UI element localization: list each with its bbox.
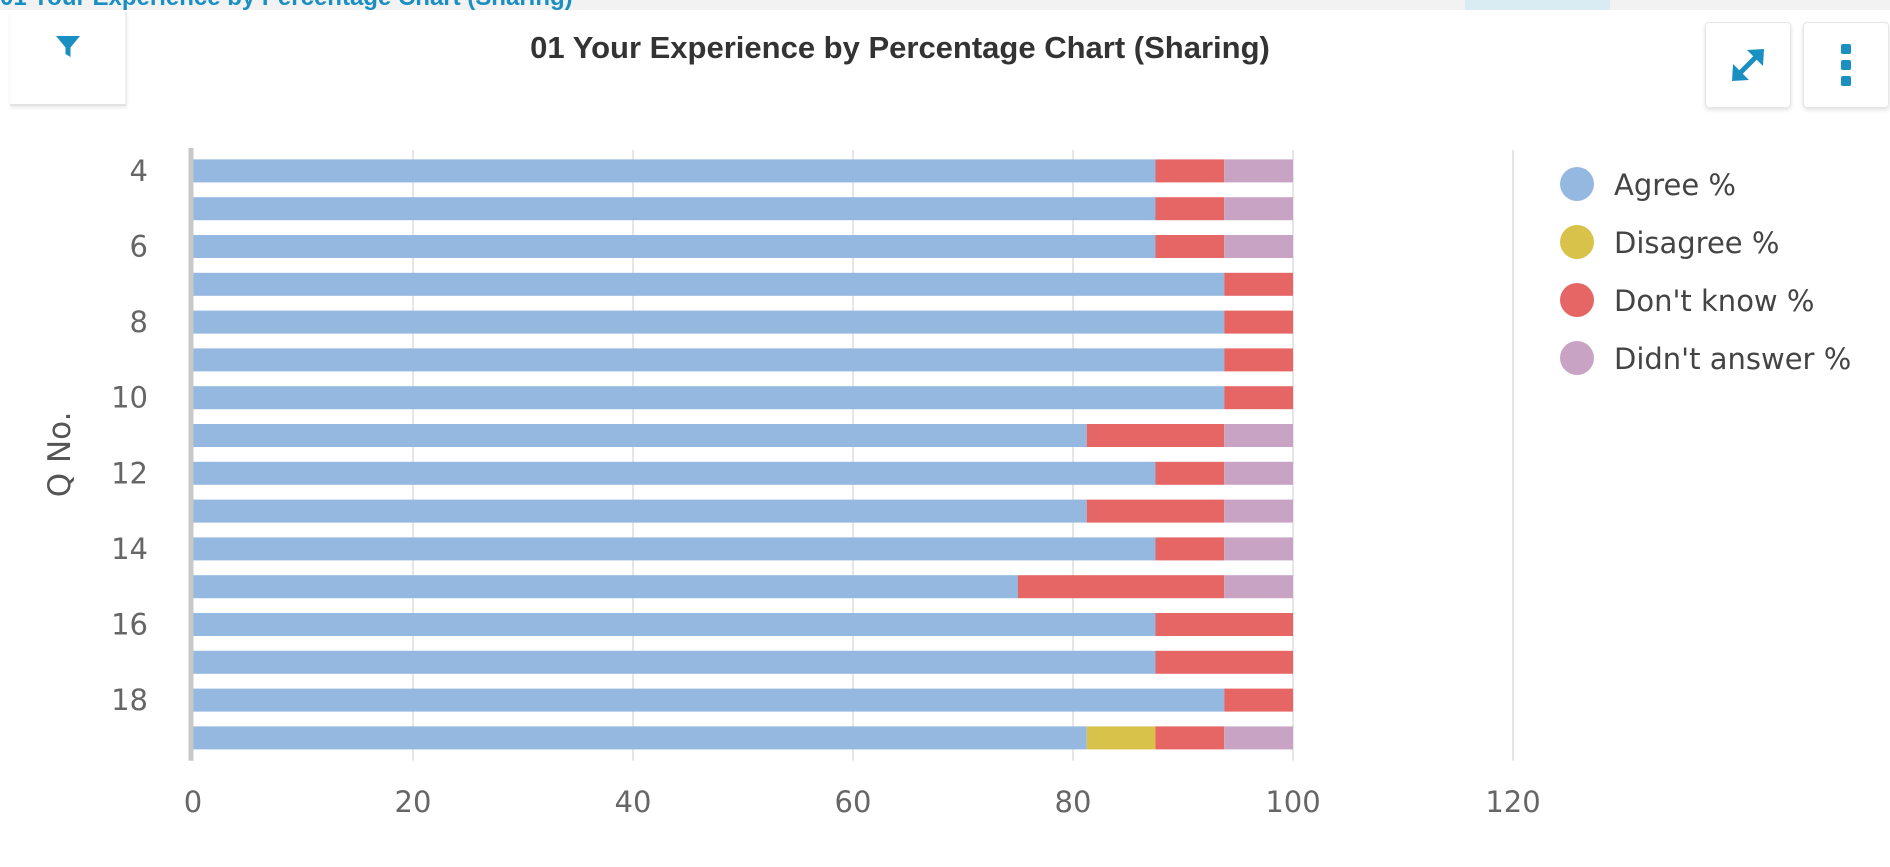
x-tick-label: 40 (615, 785, 652, 819)
bar-segment[interactable] (1086, 726, 1156, 750)
bar-segment[interactable] (1224, 537, 1293, 561)
bar-segment[interactable] (193, 197, 1156, 221)
bar-segment[interactable] (1155, 197, 1225, 221)
bar-segment[interactable] (193, 726, 1087, 750)
y-tick-label: 14 (111, 532, 148, 566)
y-tick-label: 18 (111, 683, 148, 717)
bar-segment[interactable] (1224, 688, 1293, 712)
bar-segment[interactable] (1086, 499, 1225, 523)
bar-segment[interactable] (193, 272, 1225, 296)
bar-segment[interactable] (193, 499, 1087, 523)
x-tick-label: 0 (184, 785, 202, 819)
bar-segment[interactable] (193, 613, 1156, 636)
bar-segment[interactable] (193, 650, 1156, 674)
y-tick-label: 16 (111, 608, 148, 642)
breadcrumb[interactable]: 01 Your Experience by Percentage Chart (… (0, 0, 573, 12)
bar-segment[interactable] (1018, 575, 1225, 599)
bar-segment[interactable] (1155, 650, 1294, 674)
legend: Agree % Disagree % Don't know % Didn't answ… (1560, 167, 1851, 376)
menu-button[interactable] (1803, 22, 1889, 108)
y-tick-label: 8 (130, 305, 148, 339)
bar-segment[interactable] (1224, 159, 1293, 183)
bar-segment[interactable] (1224, 461, 1293, 485)
bar-segment[interactable] (193, 575, 1018, 599)
x-tick-label: 100 (1265, 785, 1320, 819)
expand-button[interactable] (1705, 22, 1791, 108)
legend-marker[interactable] (1560, 283, 1594, 317)
bar-segment[interactable] (1155, 537, 1225, 561)
axes: 0 20 40 60 80 100 120 4 6 8 10 12 14 16 18 Q No. (42, 148, 1541, 819)
bar-segment[interactable] (1155, 461, 1225, 485)
bar-segment[interactable] (1224, 310, 1293, 334)
bar-segment[interactable] (1224, 726, 1293, 750)
bar-segment[interactable] (193, 424, 1087, 447)
legend-label[interactable]: Didn't answer % (1614, 342, 1851, 376)
bar-segment[interactable] (1224, 235, 1293, 258)
bar-segment[interactable] (193, 310, 1225, 334)
bar-segment[interactable] (1086, 424, 1225, 447)
bar-segment[interactable] (1155, 613, 1294, 636)
bar-segment[interactable] (1224, 424, 1293, 447)
y-tick-label: 4 (130, 154, 148, 188)
bar-segment[interactable] (1224, 386, 1293, 410)
bar-segment[interactable] (1155, 159, 1225, 183)
y-tick-label: 12 (111, 456, 148, 490)
y-axis-title: Q No. (42, 412, 78, 498)
filter-icon (56, 36, 80, 57)
bar-segment[interactable] (193, 235, 1156, 258)
kebab-menu-icon (1841, 44, 1851, 86)
bar-segment[interactable] (193, 461, 1156, 485)
bar-segment[interactable] (1155, 726, 1225, 750)
x-tick-label: 20 (395, 785, 432, 819)
legend-marker[interactable] (1560, 225, 1594, 259)
bar-segment[interactable] (1224, 575, 1293, 599)
bar-segment[interactable] (193, 348, 1225, 372)
legend-label[interactable]: Don't know % (1614, 284, 1814, 318)
expand-icon (1732, 49, 1764, 81)
x-tick-label: 60 (835, 785, 872, 819)
active-tab-indicator[interactable] (1465, 0, 1610, 10)
top-strip: 01 Your Experience by Percentage Chart (… (0, 0, 1890, 12)
bar-segment[interactable] (193, 537, 1156, 561)
legend-marker[interactable] (1560, 341, 1594, 375)
bar-segment[interactable] (1224, 197, 1293, 221)
y-tick-label: 6 (130, 230, 148, 264)
bar-segment[interactable] (193, 386, 1225, 410)
legend-marker[interactable] (1560, 167, 1594, 201)
bar-segment[interactable] (1224, 272, 1293, 296)
bar-segment[interactable] (1224, 499, 1293, 523)
legend-label[interactable]: Disagree % (1614, 226, 1779, 260)
bar-segment[interactable] (193, 159, 1156, 183)
x-tick-label: 80 (1055, 785, 1092, 819)
bar-segment[interactable] (1224, 348, 1293, 372)
x-tick-label: 120 (1485, 785, 1540, 819)
bar-segment[interactable] (1155, 235, 1225, 258)
bars (193, 159, 1294, 750)
bar-segment[interactable] (193, 688, 1225, 712)
chart-title: 01 Your Experience by Percentage Chart (… (530, 30, 1270, 65)
legend-label[interactable]: Agree % (1614, 168, 1736, 202)
y-tick-label: 10 (111, 381, 148, 415)
filter-button[interactable] (10, 12, 127, 106)
